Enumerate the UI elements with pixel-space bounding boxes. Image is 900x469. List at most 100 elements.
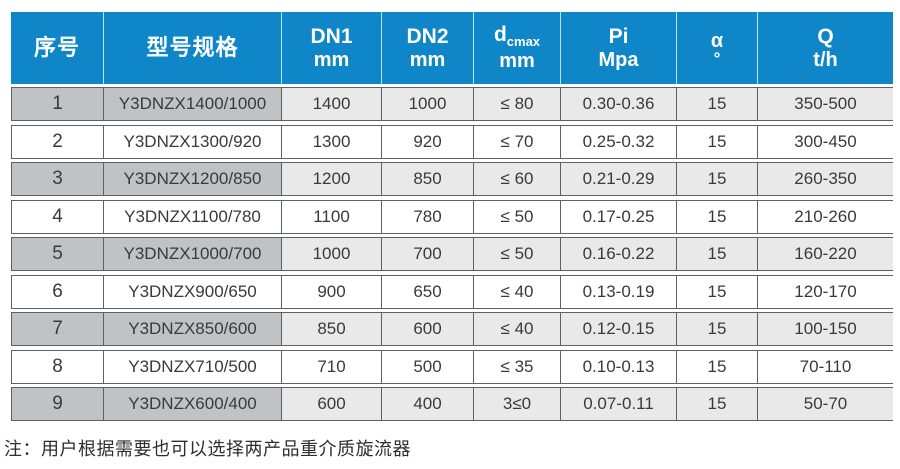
cell-pi: 0.17-0.25 bbox=[561, 200, 677, 233]
cell-alpha: 15 bbox=[677, 163, 758, 195]
cell-dn2: 400 bbox=[382, 388, 474, 420]
header-model-label: 型号规格 bbox=[146, 34, 239, 60]
cell-dn1: 1200 bbox=[282, 163, 382, 195]
cell-q: 160-220 bbox=[758, 238, 893, 270]
header-dn1: DN1 mm bbox=[282, 12, 382, 84]
cell-model: Y3DNZX710/500 bbox=[104, 350, 282, 383]
cell-dcmax: ≤ 40 bbox=[474, 275, 561, 308]
cell-q: 120-170 bbox=[758, 275, 893, 308]
cell-serial: 6 bbox=[12, 275, 104, 308]
cell-model: Y3DNZX1000/700 bbox=[104, 238, 282, 270]
cell-dn1: 1300 bbox=[282, 125, 382, 158]
cell-dcmax: ≤ 70 bbox=[474, 125, 561, 158]
header-alpha: α ° bbox=[677, 12, 758, 84]
cell-model: Y3DNZX1100/780 bbox=[104, 200, 282, 233]
cell-model: Y3DNZX600/400 bbox=[104, 388, 282, 420]
cell-dn1: 1100 bbox=[282, 200, 382, 233]
header-dn1-unit: mm bbox=[313, 48, 350, 71]
cell-serial: 9 bbox=[12, 388, 104, 420]
cell-dcmax: ≤ 60 bbox=[474, 163, 561, 195]
cell-q: 70-110 bbox=[758, 350, 893, 383]
cell-q: 300-450 bbox=[758, 125, 893, 158]
cell-dn2: 780 bbox=[382, 200, 474, 233]
header-pi: Pi Mpa bbox=[561, 12, 677, 84]
header-q-label: Q bbox=[817, 25, 834, 49]
cell-dn1: 900 bbox=[282, 275, 382, 308]
cell-model: Y3DNZX900/650 bbox=[104, 275, 282, 308]
cell-model: Y3DNZX1200/850 bbox=[104, 163, 282, 195]
table-row: 3 Y3DNZX1200/850 1200 850 ≤ 60 0.21-0.29… bbox=[11, 162, 893, 196]
cell-dn1: 1000 bbox=[282, 238, 382, 270]
cell-model: Y3DNZX1400/1000 bbox=[104, 88, 282, 120]
cell-serial: 2 bbox=[12, 125, 104, 158]
cell-alpha: 15 bbox=[677, 200, 758, 233]
cell-alpha: 15 bbox=[677, 125, 758, 158]
table-row: 8 Y3DNZX710/500 710 500 ≤ 35 0.10-0.13 1… bbox=[11, 349, 893, 384]
header-q: Q t/h bbox=[758, 12, 893, 84]
header-dcmax-unit: mm bbox=[499, 50, 535, 73]
header-pi-unit: Mpa bbox=[598, 48, 639, 71]
cell-pi: 0.25-0.32 bbox=[561, 125, 677, 158]
footnote: 注：用户根据需要也可以选择两产品重介质旋流器 bbox=[4, 439, 411, 459]
header-alpha-label: α bbox=[710, 29, 724, 52]
table-row: 1 Y3DNZX1400/1000 1400 1000 ≤ 80 0.30-0.… bbox=[11, 87, 893, 121]
table-row: 5 Y3DNZX1000/700 1000 700 ≤ 50 0.16-0.22… bbox=[11, 237, 893, 271]
cell-pi: 0.07-0.11 bbox=[561, 388, 677, 420]
cell-dcmax: 3≤0 bbox=[474, 388, 561, 420]
header-model: 型号规格 bbox=[104, 12, 282, 84]
cell-dn2: 500 bbox=[382, 350, 474, 383]
header-dn2: DN2 mm bbox=[382, 12, 474, 84]
cell-serial: 5 bbox=[12, 238, 104, 270]
cell-serial: 1 bbox=[12, 88, 104, 120]
table-row: 6 Y3DNZX900/650 900 650 ≤ 40 0.13-0.19 1… bbox=[11, 274, 893, 309]
table-row: 4 Y3DNZX1100/780 1100 780 ≤ 50 0.17-0.25… bbox=[11, 199, 893, 234]
cell-dn1: 850 bbox=[282, 313, 382, 345]
header-dn2-label: DN2 bbox=[406, 25, 449, 49]
cell-dn2: 650 bbox=[382, 275, 474, 308]
cell-pi: 0.12-0.15 bbox=[561, 313, 677, 345]
header-dn1-label: DN1 bbox=[310, 25, 353, 49]
cell-alpha: 15 bbox=[677, 388, 758, 420]
spec-table: 序号 型号规格 DN1 mm DN2 mm dcmax mm Pi Mpa α … bbox=[11, 12, 893, 421]
table-header-row: 序号 型号规格 DN1 mm DN2 mm dcmax mm Pi Mpa α … bbox=[11, 12, 893, 84]
cell-dn1: 710 bbox=[282, 350, 382, 383]
cell-dcmax: ≤ 40 bbox=[474, 313, 561, 345]
cell-serial: 7 bbox=[12, 313, 104, 345]
cell-dn2: 850 bbox=[382, 163, 474, 195]
header-dn2-unit: mm bbox=[409, 48, 446, 71]
cell-dn2: 1000 bbox=[382, 88, 474, 120]
cell-serial: 4 bbox=[12, 200, 104, 233]
table-row: 9 Y3DNZX600/400 600 400 3≤0 0.07-0.11 15… bbox=[11, 387, 893, 421]
cell-alpha: 15 bbox=[677, 275, 758, 308]
header-dcmax-main: d bbox=[493, 23, 507, 47]
cell-alpha: 15 bbox=[677, 313, 758, 345]
cell-alpha: 15 bbox=[677, 238, 758, 270]
header-alpha-unit: ° bbox=[713, 48, 721, 68]
header-pi-label: Pi bbox=[608, 25, 629, 49]
cell-q: 100-150 bbox=[758, 313, 893, 345]
cell-dn2: 920 bbox=[382, 125, 474, 158]
header-dcmax-sub: cmax bbox=[506, 34, 541, 50]
cell-dn1: 600 bbox=[282, 388, 382, 420]
cell-dn2: 600 bbox=[382, 313, 474, 345]
cell-dcmax: ≤ 50 bbox=[474, 238, 561, 270]
cell-pi: 0.10-0.13 bbox=[561, 350, 677, 383]
header-serial: 序号 bbox=[11, 12, 104, 84]
cell-model: Y3DNZX850/600 bbox=[104, 313, 282, 345]
header-dcmax-label: dcmax bbox=[494, 23, 540, 50]
cell-pi: 0.13-0.19 bbox=[561, 275, 677, 308]
header-dcmax: dcmax mm bbox=[474, 12, 561, 84]
table-row: 2 Y3DNZX1300/920 1300 920 ≤ 70 0.25-0.32… bbox=[11, 124, 893, 159]
cell-dn1: 1400 bbox=[282, 88, 382, 120]
cell-pi: 0.21-0.29 bbox=[561, 163, 677, 195]
cell-q: 260-350 bbox=[758, 163, 893, 195]
cell-dcmax: ≤ 50 bbox=[474, 200, 561, 233]
table-row: 7 Y3DNZX850/600 850 600 ≤ 40 0.12-0.15 1… bbox=[11, 312, 893, 346]
cell-alpha: 15 bbox=[677, 88, 758, 120]
header-q-unit: t/h bbox=[813, 48, 838, 71]
cell-q: 50-70 bbox=[758, 388, 893, 420]
cell-q: 350-500 bbox=[758, 88, 893, 120]
cell-serial: 8 bbox=[12, 350, 104, 383]
cell-pi: 0.30-0.36 bbox=[561, 88, 677, 120]
cell-dcmax: ≤ 35 bbox=[474, 350, 561, 383]
